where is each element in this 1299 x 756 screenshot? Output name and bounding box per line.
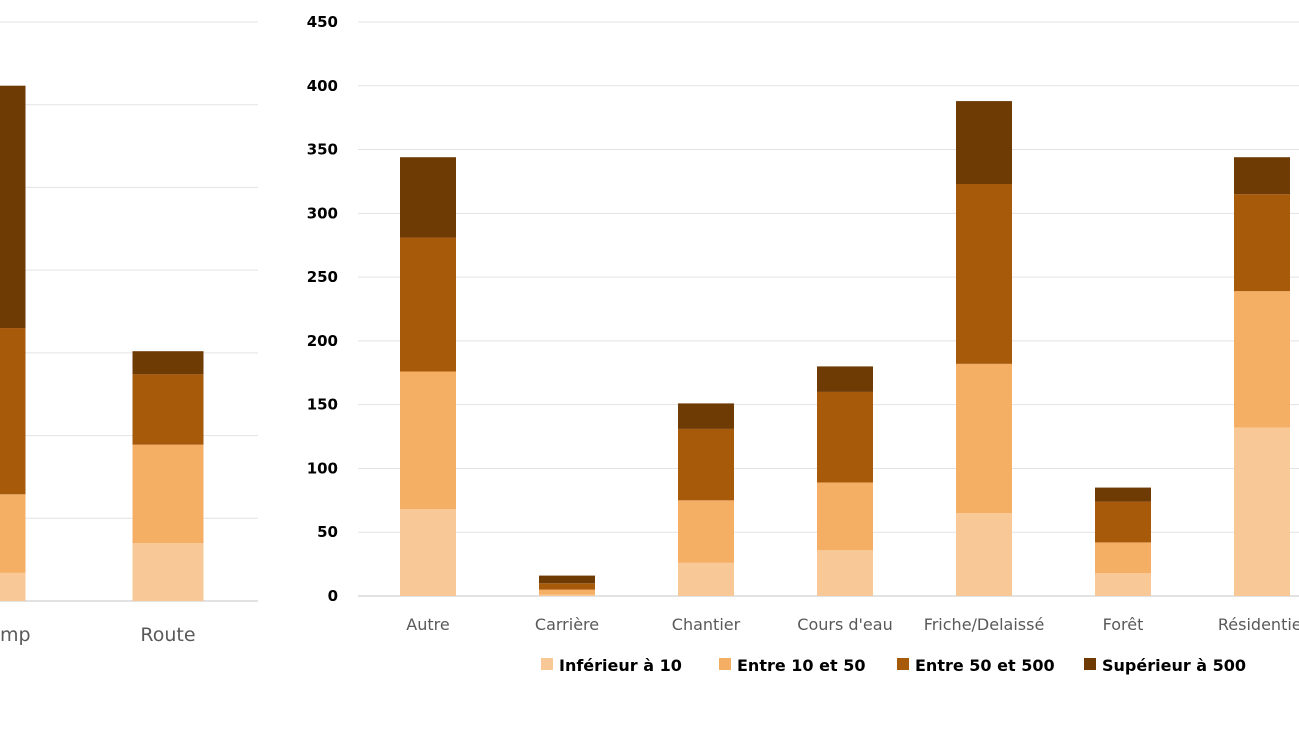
legend-label: Inférieur à 10 (559, 656, 682, 675)
y-tick-label: 200 (307, 332, 338, 350)
bar-segment (0, 328, 26, 495)
bar-segment (817, 391, 873, 483)
legend-swatch (541, 658, 553, 670)
bar-segment (400, 237, 456, 372)
y-tick-label: 350 (307, 141, 338, 159)
bar-segment (956, 363, 1012, 514)
x-category-label: mp (0, 624, 31, 646)
x-category-label: Chantier (672, 615, 741, 634)
bar-segment (817, 550, 873, 596)
bar-segment (956, 183, 1012, 364)
bar-segment (400, 157, 456, 238)
legend-swatch (1084, 658, 1096, 670)
bar-segment (0, 85, 26, 329)
bar-segment (539, 589, 595, 595)
bar-segment (539, 575, 595, 584)
bar-segment (539, 594, 595, 596)
y-tick-label: 0 (328, 587, 338, 605)
bar-segment (678, 428, 734, 501)
bar-segment (956, 101, 1012, 184)
bar-segment (1234, 194, 1290, 292)
y-tick-label: 450 (307, 13, 338, 31)
bar-segment (132, 444, 204, 544)
y-tick-label: 150 (307, 396, 338, 414)
y-tick-label: 400 (307, 77, 338, 95)
x-category-label: Friche/Delaissé (924, 615, 1045, 634)
legend-label: Entre 10 et 50 (737, 656, 865, 675)
legend-label: Supérieur à 500 (1102, 656, 1246, 675)
x-category-label: Résidentiel (1218, 615, 1299, 634)
legend-label: Entre 50 et 500 (915, 656, 1055, 675)
bar-segment (956, 513, 1012, 596)
bar-segment (132, 351, 204, 375)
bar-segment (817, 366, 873, 392)
bar-segment (1095, 501, 1151, 543)
x-category-label: Autre (406, 615, 449, 634)
y-tick-label: 100 (307, 459, 338, 477)
bar-segment (132, 374, 204, 445)
y-tick-label: 50 (317, 523, 338, 541)
x-category-label: Carrière (535, 615, 599, 634)
x-category-label: Route (140, 624, 195, 646)
bar-segment (1095, 542, 1151, 574)
legend-swatch (897, 658, 909, 670)
bar-segment (678, 403, 734, 429)
bar-segment (1095, 573, 1151, 596)
legend-swatch (719, 658, 731, 670)
bar-segment (678, 500, 734, 563)
bar-segment (1234, 291, 1290, 428)
x-category-label: Cours d'eau (797, 615, 892, 634)
bar-segment (678, 562, 734, 596)
bar-segment (0, 494, 26, 573)
bar-segment (1234, 427, 1290, 596)
y-tick-label: 300 (307, 204, 338, 222)
y-tick-label: 250 (307, 268, 338, 286)
bar-segment (539, 583, 595, 590)
bar-segment (400, 509, 456, 596)
bar-segment (1234, 157, 1290, 195)
bar-segment (132, 543, 204, 601)
bar-segment (0, 572, 26, 601)
x-category-label: Forêt (1103, 615, 1144, 634)
bar-segment (1095, 487, 1151, 502)
bar-segment (817, 482, 873, 551)
bar-segment (400, 371, 456, 510)
